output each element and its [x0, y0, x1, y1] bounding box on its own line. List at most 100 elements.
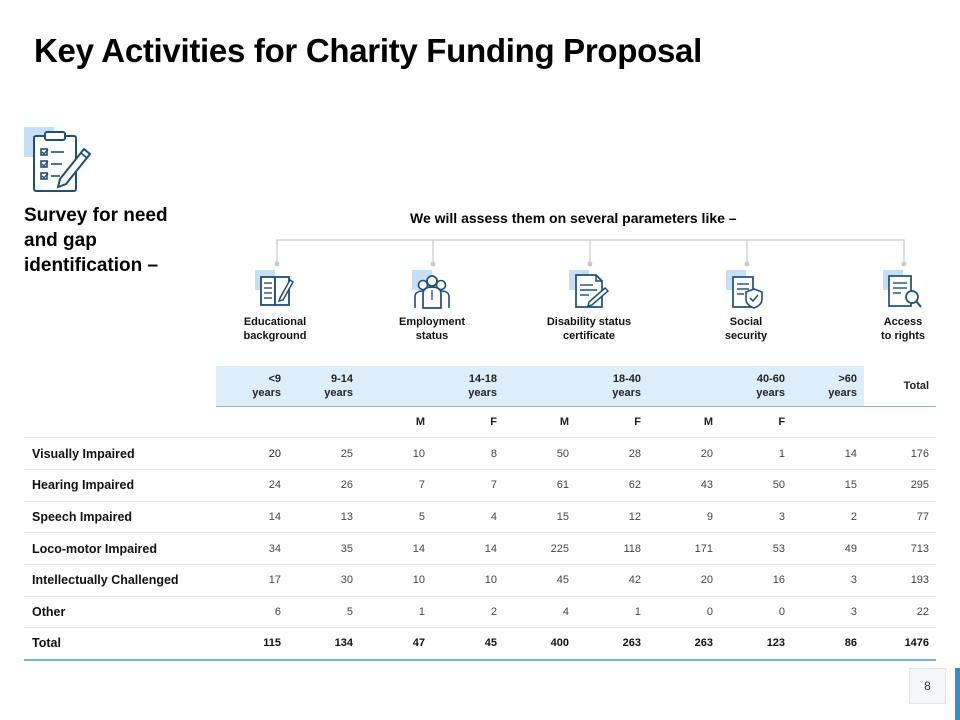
parameter-social-security: Social security: [681, 270, 811, 343]
survey-heading: Survey for need and gap identification –: [24, 205, 168, 276]
table-cell: 17: [216, 564, 288, 597]
table-cell: 14: [432, 532, 505, 565]
table-cell: 10: [432, 564, 505, 597]
table-cell: 3: [792, 564, 865, 597]
table-cell: 225: [504, 532, 577, 565]
page-title: Key Activities for Charity Funding Propo…: [34, 32, 702, 69]
table-cell: 3: [792, 596, 865, 629]
gender-header: M: [504, 406, 577, 439]
table-cell: 50: [720, 469, 793, 502]
page-number: 8: [909, 668, 946, 704]
table-cell: 62: [576, 469, 649, 502]
table-cell: 0: [720, 596, 793, 629]
document-search-icon: [883, 270, 922, 308]
table-cell: 2: [432, 596, 505, 629]
parameter-access-to-rights: Access to rights: [838, 270, 960, 343]
total-cell: 134: [288, 627, 360, 661]
table-cell: 35: [288, 532, 360, 565]
age-header: 18-40 years: [504, 366, 649, 407]
parameter-disability-status-certificate: Disability status certificate: [524, 270, 654, 343]
gender-header: F: [576, 406, 649, 439]
parameter-label: Social security: [724, 316, 768, 342]
table-cell: 193: [864, 564, 937, 597]
table-cell: 16: [720, 564, 793, 597]
total-cell: 263: [576, 627, 649, 661]
table-cell: 171: [648, 532, 721, 565]
table-cell: 20: [648, 437, 721, 470]
table-cell: 15: [504, 501, 577, 534]
shield-document-icon: [726, 270, 763, 309]
table-cell: 13: [288, 501, 360, 534]
clipboard-checklist-icon: [24, 127, 92, 192]
gender-header: F: [720, 406, 793, 439]
table-cell: 14: [360, 532, 432, 565]
age-header: >60 years: [792, 366, 865, 407]
total-header: Total: [864, 366, 937, 407]
table-cell: 26: [288, 469, 360, 502]
table-cell: 34: [216, 532, 288, 565]
table-row: Other 6 5 1 2 4 1 0 0 3 22: [24, 596, 937, 629]
table-cell: 61: [504, 469, 577, 502]
row-label: Other: [24, 596, 216, 629]
total-cell: 86: [792, 627, 865, 661]
table-cell: 7: [432, 469, 505, 502]
gender-header-empty: [216, 406, 288, 439]
parameter-label: Educational background: [243, 316, 307, 342]
parameter-label: Employment status: [398, 316, 465, 342]
total-cell: 115: [216, 627, 288, 661]
table-cell: 9: [648, 501, 721, 534]
row-label: Visually Impaired: [24, 437, 216, 470]
total-cell: 123: [720, 627, 793, 661]
table-row: Intellectually Challenged 17 30 10 10 45…: [24, 564, 937, 597]
age-header: 14-18 years: [360, 366, 505, 407]
table-cell: 7: [360, 469, 432, 502]
table-cell: 10: [360, 564, 432, 597]
table-cell: 25: [288, 437, 360, 470]
parameter-employment-status: Employment status: [367, 270, 497, 343]
table-cell: 53: [720, 532, 793, 565]
disability-survey-table: <9 years 9-14 years 14-18 years 18-40 ye…: [24, 366, 937, 661]
gender-header: F: [432, 406, 505, 439]
total-cell: 47: [360, 627, 432, 661]
gender-header-empty: [864, 406, 937, 439]
people-group-icon: [412, 270, 450, 309]
table-cell: 5: [360, 501, 432, 534]
table-cell: 77: [864, 501, 937, 534]
table-cell: 20: [648, 564, 721, 597]
assess-heading: We will assess them on several parameter…: [410, 210, 737, 226]
table-cell: 176: [864, 437, 937, 470]
table-cell: 1: [720, 437, 793, 470]
age-header-row: <9 years 9-14 years 14-18 years 18-40 ye…: [24, 366, 937, 407]
row-label: Total: [24, 627, 216, 661]
total-cell: 1476: [864, 627, 937, 661]
total-row: Total 115 134 47 45 400 263 263 123 86 1…: [24, 627, 937, 661]
table-cell: 49: [792, 532, 865, 565]
table-cell: 30: [288, 564, 360, 597]
table-cell: 28: [576, 437, 649, 470]
total-cell: 45: [432, 627, 505, 661]
table-cell: 10: [360, 437, 432, 470]
gender-header-empty: [792, 406, 865, 439]
table-cell: 5: [288, 596, 360, 629]
age-header: <9 years: [216, 366, 288, 407]
table-row: Loco-motor Impaired 34 35 14 14 225 118 …: [24, 532, 937, 565]
table-cell: 24: [216, 469, 288, 502]
table-cell: 22: [864, 596, 937, 629]
gender-header-row: M F M F M F: [24, 406, 937, 439]
table-cell: 45: [504, 564, 577, 597]
parameter-label: Access to rights: [881, 316, 925, 342]
gender-header: M: [648, 406, 721, 439]
table-row: Visually Impaired 20 25 10 8 50 28 20 1 …: [24, 437, 937, 470]
row-label: Loco-motor Impaired: [24, 532, 216, 565]
table-cell: 12: [576, 501, 649, 534]
row-label: Hearing Impaired: [24, 469, 216, 502]
total-cell: 400: [504, 627, 577, 661]
table-cell: 14: [216, 501, 288, 534]
parameter-educational-background: Educational background: [210, 270, 340, 343]
table-cell: 8: [432, 437, 505, 470]
table-cell: 0: [648, 596, 721, 629]
age-header: 40-60 years: [648, 366, 793, 407]
table-row: Hearing Impaired 24 26 7 7 61 62 43 50 1…: [24, 469, 937, 502]
table-cell: 118: [576, 532, 649, 565]
gender-header-empty: [24, 406, 216, 439]
